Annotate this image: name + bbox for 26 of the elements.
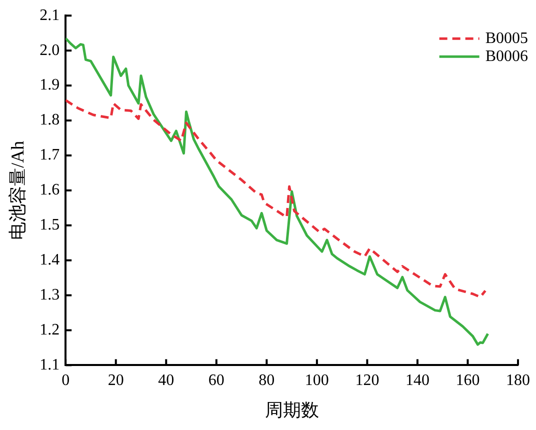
y-tick-label: 1.1 (40, 356, 60, 374)
legend-label: B0006 (485, 48, 528, 65)
y-tick-label: 2.1 (40, 6, 60, 24)
y-tick-label: 1.9 (40, 76, 60, 94)
x-tick-label: 0 (62, 372, 70, 390)
x-tick-label: 20 (108, 372, 124, 390)
y-tick-label: 1.4 (40, 252, 60, 269)
x-tick-label: 60 (208, 372, 224, 390)
x-tick-label: 120 (355, 372, 380, 390)
y-tick-label: 2.0 (40, 42, 60, 59)
x-tick-label: 100 (304, 372, 329, 390)
x-tick-label: 80 (258, 372, 275, 390)
y-tick-label: 1.8 (40, 112, 60, 129)
legend-label: B0005 (485, 30, 528, 47)
y-tick-label: 1.3 (40, 286, 60, 304)
line-series (66, 98, 487, 298)
x-tick-label: 40 (158, 372, 174, 390)
x-tick-label: 160 (456, 372, 480, 390)
y-tick-label: 1.6 (40, 182, 60, 199)
y-tick-label: 1.2 (40, 321, 60, 338)
x-tick-label: 140 (405, 372, 430, 390)
x-tick-label: 180 (506, 372, 530, 390)
y-axis-title: 电池容量/Ah (8, 140, 28, 240)
y-tick-label: 1.5 (40, 216, 60, 234)
x-axis-title: 周期数 (264, 400, 319, 420)
y-tick-label: 1.7 (40, 146, 60, 164)
